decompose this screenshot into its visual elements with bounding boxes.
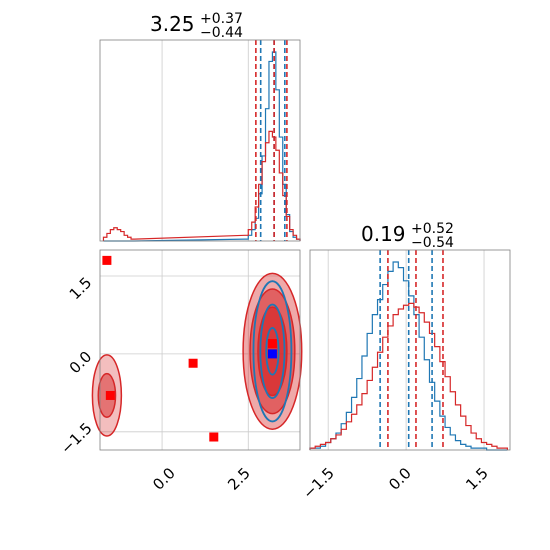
panel-frame xyxy=(99,249,301,451)
title-lower-error: −0.44 xyxy=(200,25,243,41)
panel-frame xyxy=(309,249,511,451)
density-contour-blue xyxy=(259,303,286,399)
title-upper-error: +0.52 xyxy=(411,221,454,237)
histogram-panel-x: 3.25 +0.37 −0.44 xyxy=(99,11,301,242)
blue-square-marker xyxy=(267,349,277,359)
red-square-marker xyxy=(102,255,112,265)
red-square-marker xyxy=(105,390,115,400)
density-contour-blue xyxy=(265,327,280,376)
title-main-value: 0.19 xyxy=(361,222,406,246)
red-square-marker xyxy=(209,432,219,442)
histogram-series xyxy=(309,302,509,450)
histogram-series xyxy=(309,261,508,451)
red-square-marker xyxy=(267,339,277,349)
title-lower-error: −0.54 xyxy=(411,235,454,251)
density-contour-blue xyxy=(252,280,293,423)
title-main-value: 3.25 xyxy=(150,12,195,36)
red-square-marker xyxy=(188,358,198,368)
panel-frame xyxy=(99,39,301,242)
title-upper-error: +0.37 xyxy=(200,11,243,27)
histogram-series xyxy=(102,130,301,241)
